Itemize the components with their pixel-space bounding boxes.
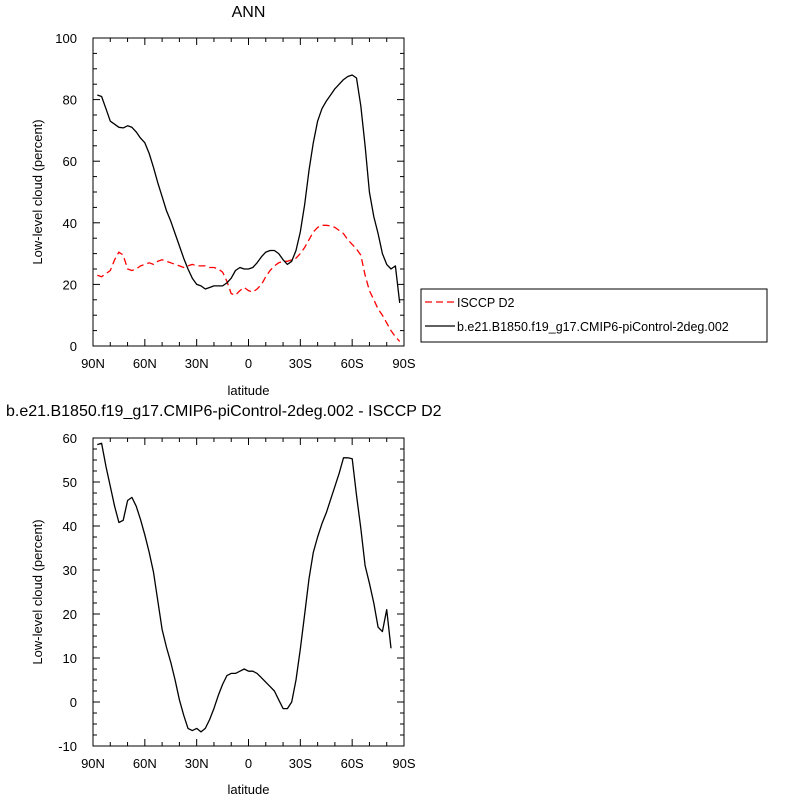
x-tick-label: 90S xyxy=(392,356,415,371)
x-tick-label: 90N xyxy=(81,756,105,771)
x-tick-label: 30N xyxy=(185,356,209,371)
series-line-1 xyxy=(97,442,392,733)
x-tick-label: 60S xyxy=(341,756,364,771)
chart-2: b.e21.B1850.f19_g17.CMIP6-piControl-2deg… xyxy=(6,403,442,797)
y-tick-label: 30 xyxy=(63,563,77,578)
legend-entry-label: ISCCP D2 xyxy=(457,296,514,310)
x-tick-label: 30N xyxy=(185,756,209,771)
chart-title: ANN xyxy=(232,4,266,21)
chart-title: b.e21.B1850.f19_g17.CMIP6-piControl-2deg… xyxy=(6,403,442,420)
x-tick-label: 60S xyxy=(341,356,364,371)
y-axis-label: Low-level cloud (percent) xyxy=(30,519,45,664)
x-tick-label: 30S xyxy=(289,356,312,371)
legend-entry-label: b.e21.B1850.f19_g17.CMIP6-piControl-2deg… xyxy=(457,320,729,334)
series-line-2 xyxy=(97,74,401,303)
plot-frame xyxy=(92,437,405,747)
y-tick-label: 0 xyxy=(70,339,77,354)
x-axis-label: latitude xyxy=(228,383,270,398)
x-axis-label: latitude xyxy=(228,782,270,797)
x-tick-label: 90S xyxy=(392,756,415,771)
y-tick-label: 100 xyxy=(55,31,77,46)
x-tick-label: 30S xyxy=(289,756,312,771)
x-tick-label: 90N xyxy=(81,356,105,371)
legend: ISCCP D2 b.e21.B1850.f19_g17.CMIP6-piCont… xyxy=(420,288,768,343)
chart-1: ANN 90N 60N 30N 0 30S 60S 90S 0 20 40 60 80 100 latitu… xyxy=(30,4,768,398)
y-tick-label: 0 xyxy=(70,695,77,710)
y-tick-label: 20 xyxy=(63,607,77,622)
y-tick-label: 40 xyxy=(63,519,77,534)
y-tick-label: 40 xyxy=(63,216,77,231)
series-line-1 xyxy=(97,224,401,342)
y-tick-label: 10 xyxy=(63,651,77,666)
y-tick-label: 60 xyxy=(63,154,77,169)
y-axis-label: Low-level cloud (percent) xyxy=(30,119,45,264)
legend-box xyxy=(420,288,768,343)
x-tick-label: 0 xyxy=(245,756,252,771)
y-tick-label: 60 xyxy=(63,431,77,446)
y-tick-label: 20 xyxy=(63,277,77,292)
x-tick-label: 60N xyxy=(133,756,157,771)
x-tick-label: 60N xyxy=(133,356,157,371)
y-tick-label: 50 xyxy=(63,475,77,490)
y-tick-label: -10 xyxy=(58,739,77,754)
x-tick-label: 0 xyxy=(245,356,252,371)
y-tick-label: 80 xyxy=(63,93,77,108)
